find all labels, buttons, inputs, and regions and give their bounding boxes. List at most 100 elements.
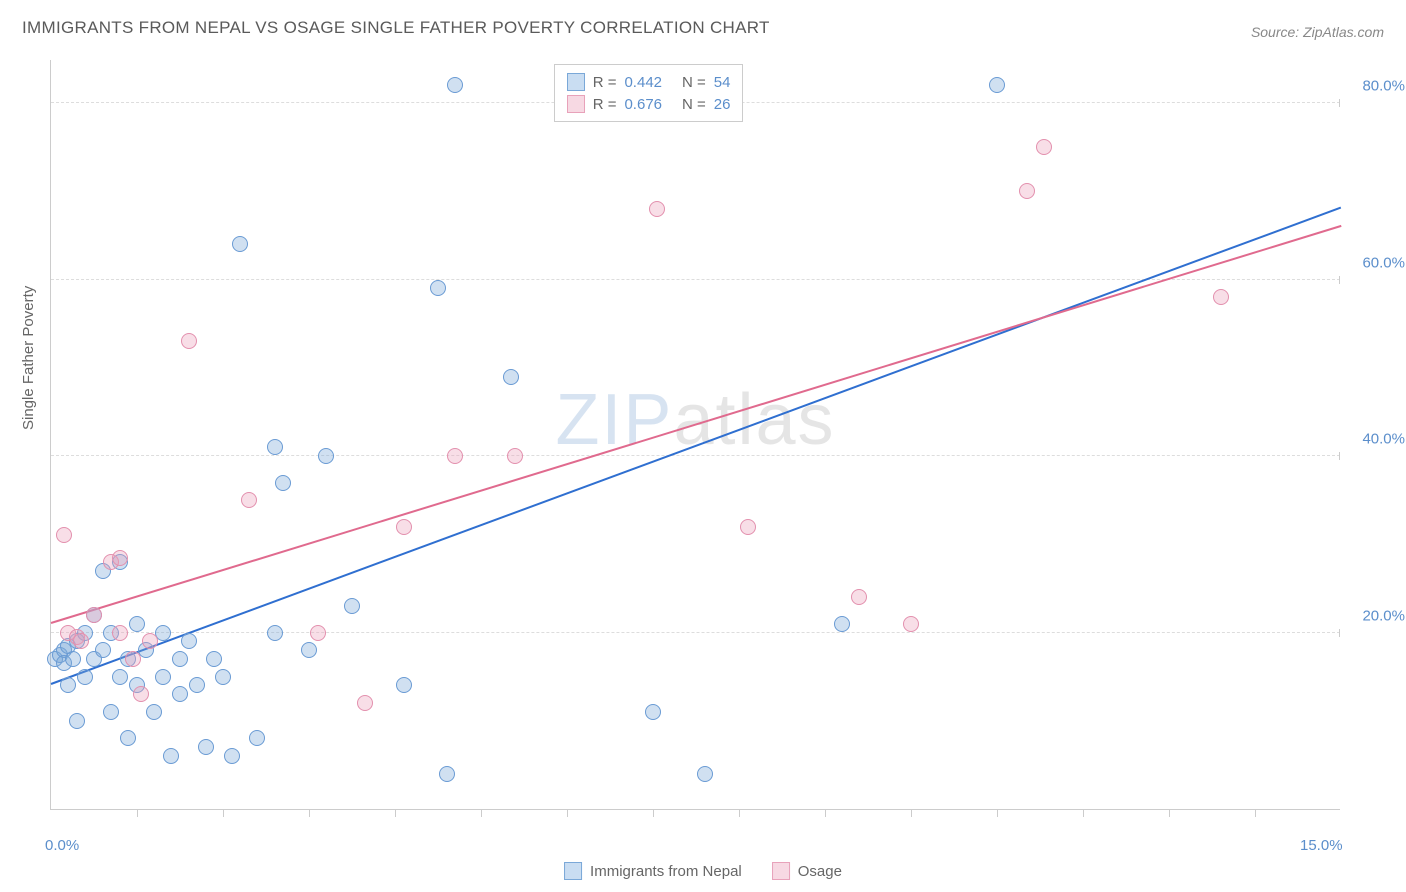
right-tick: [1339, 452, 1340, 460]
data-point: [95, 642, 111, 658]
data-point: [439, 766, 455, 782]
watermark: ZIPatlas: [555, 379, 835, 461]
data-point: [740, 519, 756, 535]
x-tick: [567, 809, 568, 817]
legend-r-value: 0.442: [624, 74, 662, 91]
data-point: [206, 651, 222, 667]
y-tick-label: 80.0%: [1362, 78, 1405, 95]
data-point: [267, 625, 283, 641]
data-point: [249, 730, 265, 746]
legend-n-label: N =: [682, 74, 706, 91]
legend-n-value: 54: [714, 74, 731, 91]
data-point: [224, 748, 240, 764]
data-point: [215, 669, 231, 685]
data-point: [56, 527, 72, 543]
data-point: [103, 704, 119, 720]
data-point: [447, 77, 463, 93]
x-tick: [1255, 809, 1256, 817]
data-point: [903, 616, 919, 632]
data-point: [301, 642, 317, 658]
x-tick: [739, 809, 740, 817]
chart-container: IMMIGRANTS FROM NEPAL VS OSAGE SINGLE FA…: [0, 0, 1406, 892]
x-tick-label: 15.0%: [1300, 837, 1343, 854]
source-label: Source:: [1251, 24, 1299, 40]
gridline: [51, 455, 1340, 456]
x-tick: [825, 809, 826, 817]
data-point: [232, 236, 248, 252]
data-point: [181, 333, 197, 349]
data-point: [120, 730, 136, 746]
x-tick: [481, 809, 482, 817]
data-point: [77, 669, 93, 685]
data-point: [645, 704, 661, 720]
x-tick: [309, 809, 310, 817]
x-tick: [395, 809, 396, 817]
legend-series-label: Osage: [798, 863, 842, 880]
data-point: [697, 766, 713, 782]
right-tick: [1339, 99, 1340, 107]
data-point: [112, 550, 128, 566]
data-point: [430, 280, 446, 296]
data-point: [507, 448, 523, 464]
legend-r-label: R =: [593, 74, 617, 91]
data-point: [1036, 139, 1052, 155]
legend-swatch: [567, 73, 585, 91]
y-tick-label: 20.0%: [1362, 607, 1405, 624]
x-tick-label: 0.0%: [45, 837, 79, 854]
y-tick-label: 60.0%: [1362, 254, 1405, 271]
x-tick: [1169, 809, 1170, 817]
data-point: [834, 616, 850, 632]
data-point: [396, 519, 412, 535]
legend-bottom: Immigrants from Nepal Osage: [564, 862, 842, 880]
y-axis-label: Single Father Poverty: [20, 286, 37, 430]
data-point: [310, 625, 326, 641]
data-point: [73, 633, 89, 649]
legend-row: R = 0.676N = 26: [567, 93, 731, 115]
data-point: [155, 669, 171, 685]
y-tick-label: 40.0%: [1362, 431, 1405, 448]
data-point: [133, 686, 149, 702]
legend-n-value: 26: [714, 96, 731, 113]
x-tick: [223, 809, 224, 817]
data-point: [851, 589, 867, 605]
x-tick: [997, 809, 998, 817]
data-point: [163, 748, 179, 764]
data-point: [172, 686, 188, 702]
data-point: [146, 704, 162, 720]
legend-swatch: [564, 862, 582, 880]
legend-swatch: [772, 862, 790, 880]
chart-title: IMMIGRANTS FROM NEPAL VS OSAGE SINGLE FA…: [22, 18, 770, 38]
gridline: [51, 632, 1340, 633]
x-tick: [137, 809, 138, 817]
data-point: [267, 439, 283, 455]
source-name: ZipAtlas.com: [1303, 24, 1384, 40]
data-point: [503, 369, 519, 385]
data-point: [60, 677, 76, 693]
data-point: [125, 651, 141, 667]
data-point: [989, 77, 1005, 93]
data-point: [1019, 183, 1035, 199]
legend-bottom-item: Osage: [772, 862, 842, 880]
right-tick: [1339, 276, 1340, 284]
data-point: [396, 677, 412, 693]
data-point: [241, 492, 257, 508]
legend-swatch: [567, 95, 585, 113]
data-point: [318, 448, 334, 464]
legend-series-label: Immigrants from Nepal: [590, 863, 742, 880]
trendline: [51, 225, 1342, 624]
source-attribution: Source: ZipAtlas.com: [1251, 24, 1384, 40]
data-point: [172, 651, 188, 667]
plot-area: ZIPatlas 20.0%40.0%60.0%80.0%R = 0.442N …: [50, 60, 1340, 810]
legend-n-label: N =: [682, 96, 706, 113]
data-point: [357, 695, 373, 711]
right-tick: [1339, 629, 1340, 637]
data-point: [181, 633, 197, 649]
legend-bottom-item: Immigrants from Nepal: [564, 862, 742, 880]
data-point: [129, 616, 145, 632]
legend-row: R = 0.442 N = 54: [567, 71, 731, 93]
data-point: [275, 475, 291, 491]
data-point: [65, 651, 81, 667]
data-point: [1213, 289, 1229, 305]
x-tick: [911, 809, 912, 817]
legend-r-label: R =: [593, 96, 617, 113]
